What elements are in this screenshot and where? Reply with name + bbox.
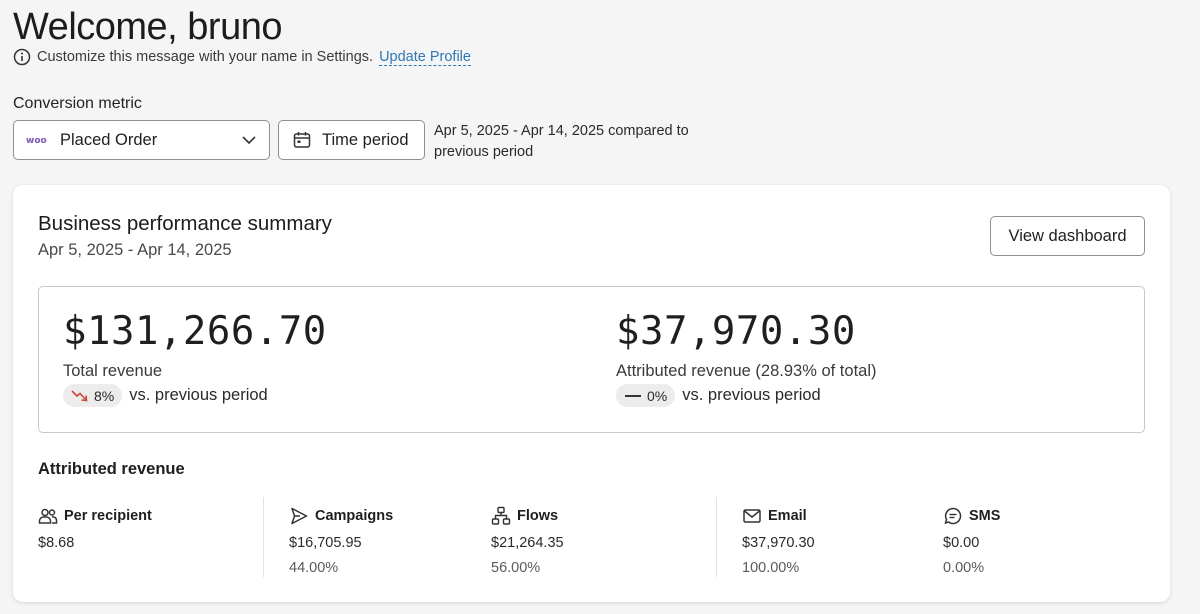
trend-value: 0% <box>647 387 668 404</box>
column-percent: 56.00% <box>491 560 541 576</box>
column-value: $16,705.95 <box>289 535 362 551</box>
page-title: Welcome, bruno <box>13 6 282 48</box>
woo-logo-icon: woo <box>26 133 48 147</box>
conversion-metric-value: Placed Order <box>60 130 158 149</box>
people-icon <box>38 506 58 526</box>
column-label: Email <box>768 508 807 524</box>
comparison-range-text: Apr 5, 2025 - Apr 14, 2025 compared to p… <box>434 123 689 160</box>
column-label: Per recipient <box>64 508 152 524</box>
column-header: Flows <box>491 505 564 527</box>
column-value: $37,970.30 <box>742 535 815 551</box>
card-title: Business performance summary <box>38 212 332 235</box>
column-header: Campaigns <box>289 505 393 527</box>
total-revenue-change: 8% vs. previous period <box>63 384 327 407</box>
conversion-metric-label: Conversion metric <box>13 95 142 112</box>
column-value: $0.00 <box>943 535 980 551</box>
welcome-hint: Customize this message with your name in… <box>13 48 471 66</box>
column-header: Email <box>742 505 815 527</box>
column-label: SMS <box>969 508 1001 524</box>
total-revenue-label: Total revenue <box>63 362 163 380</box>
trend-down-icon <box>71 389 89 403</box>
view-dashboard-button[interactable]: View dashboard <box>990 216 1145 256</box>
trend-badge: 0% <box>616 384 676 407</box>
attributed-revenue-label: Attributed revenue (28.93% of total) <box>616 362 877 380</box>
total-revenue-stat: $131,266.70 Total revenue 8% vs. previou… <box>63 309 327 407</box>
attributed-revenue-change: 0% vs. previous period <box>616 384 877 407</box>
info-icon <box>13 48 31 66</box>
send-icon <box>289 506 309 526</box>
welcome-hint-text: Customize this message with your name in… <box>37 49 374 65</box>
business-performance-card: Business performance summary Apr 5, 2025… <box>13 185 1170 602</box>
mail-icon <box>742 506 762 526</box>
time-period-label: Time period <box>322 130 409 149</box>
sms-column: SMS $0.00 0.00% <box>943 505 1000 576</box>
column-percent: 0.00% <box>943 560 985 576</box>
column-value: $8.68 <box>38 535 75 551</box>
update-profile-link[interactable]: Update Profile <box>379 48 471 66</box>
attributed-revenue-stat: $37,970.30 Attributed revenue (28.93% of… <box>616 309 877 407</box>
column-header: SMS <box>943 505 1000 527</box>
revenue-summary-box: $131,266.70 Total revenue 8% vs. previou… <box>38 286 1145 433</box>
column-label: Campaigns <box>315 508 394 524</box>
column-value: $21,264.35 <box>491 535 564 551</box>
flow-icon <box>491 506 511 526</box>
attributed-revenue-value: $37,970.30 <box>616 309 856 354</box>
column-divider <box>716 497 717 577</box>
email-column: Email $37,970.30 100.00% <box>742 505 815 576</box>
svg-text:woo: woo <box>26 136 47 146</box>
chevron-down-icon <box>241 132 257 148</box>
chat-icon <box>943 506 963 526</box>
trend-badge: 8% <box>63 384 123 407</box>
comparison-text: vs. previous period <box>129 386 268 404</box>
column-header: Per recipient <box>38 505 152 527</box>
card-date-range: Apr 5, 2025 - Apr 14, 2025 <box>38 241 232 259</box>
calendar-icon <box>292 130 312 150</box>
total-revenue-value: $131,266.70 <box>63 309 327 354</box>
flows-column: Flows $21,264.35 56.00% <box>491 505 564 576</box>
column-percent: 44.00% <box>289 560 339 576</box>
time-period-button[interactable]: Time period <box>278 120 425 160</box>
column-divider <box>263 497 264 577</box>
attributed-revenue-title: Attributed revenue <box>38 460 185 478</box>
per-recipient-column: Per recipient $8.68 <box>38 505 152 551</box>
campaigns-column: Campaigns $16,705.95 44.00% <box>289 505 393 576</box>
trend-value: 8% <box>94 387 115 404</box>
trend-flat-icon <box>624 389 642 403</box>
column-percent: 100.00% <box>742 560 800 576</box>
comparison-text: vs. previous period <box>682 386 821 404</box>
conversion-metric-select[interactable]: woo Placed Order <box>13 120 270 160</box>
column-label: Flows <box>517 508 559 524</box>
